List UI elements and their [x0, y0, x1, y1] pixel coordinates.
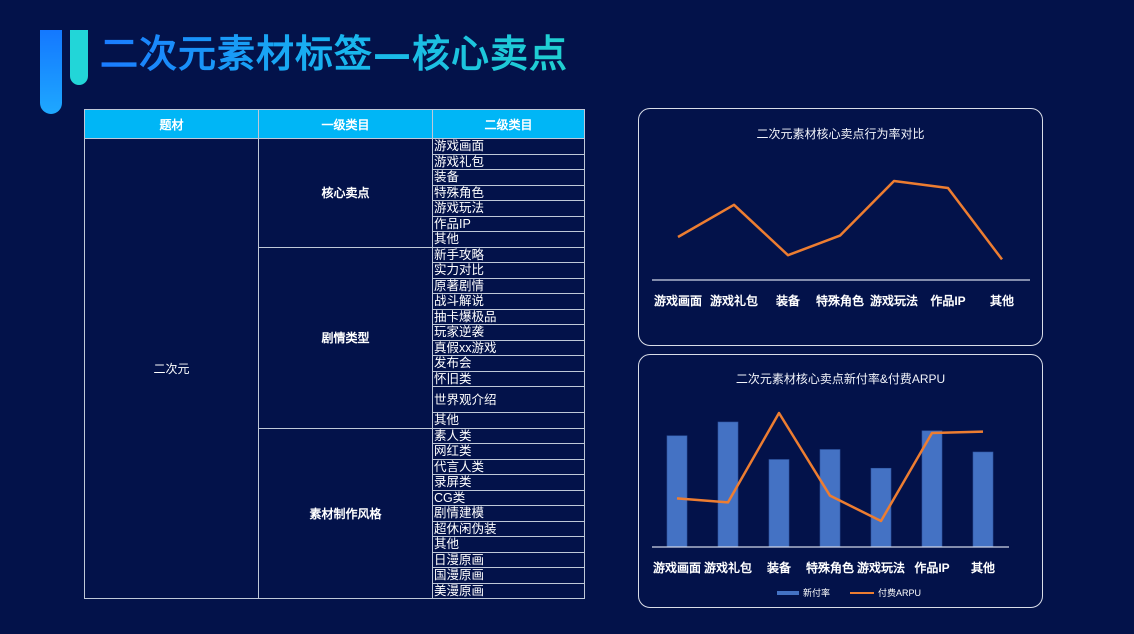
level2-cell: 怀旧类 — [432, 370, 585, 387]
header-level2: 二级类目 — [432, 109, 585, 139]
legend-line-swatch — [850, 591, 875, 594]
level2-cell: 特殊角色 — [432, 184, 585, 201]
title-accent-bar-teal — [70, 30, 88, 85]
x-axis-label: 装备 — [775, 294, 800, 308]
table-row: 其他 — [85, 536, 585, 553]
level1-cell: 剧情类型 — [258, 246, 433, 429]
table-row: 世界观介绍 — [85, 386, 585, 413]
behavior-rate-line — [677, 179, 1003, 261]
x-axis-label: 游戏画面 — [652, 561, 701, 575]
level2-cell: 实力对比 — [432, 262, 585, 279]
title-accent-bar-blue — [40, 30, 62, 114]
level2-cell: CG类 — [432, 489, 585, 506]
x-axis-label: 作品IP — [930, 294, 966, 308]
level2-cell: 游戏画面 — [432, 138, 585, 155]
level2-cell: 战斗解说 — [432, 293, 585, 310]
level2-cell: 国漫原画 — [432, 567, 585, 584]
table-row: 作品IP — [85, 215, 585, 232]
level2-cell: 游戏玩法 — [432, 200, 585, 217]
level1-cell: 核心卖点 — [258, 138, 433, 248]
level1-cell: 素材制作风格 — [258, 427, 433, 599]
x-axis-label: 游戏礼包 — [709, 294, 758, 308]
level2-cell: 原著剧情 — [432, 277, 585, 294]
level2-cell: 剧情建模 — [432, 505, 585, 522]
arpu-line — [676, 411, 984, 523]
table-row: 国漫原画 — [85, 567, 585, 584]
new-pay-rate-bar — [717, 421, 739, 548]
level2-cell: 装备 — [432, 169, 585, 186]
header-subject: 题材 — [84, 109, 259, 139]
x-axis-label: 其他 — [989, 294, 1014, 308]
behavior-rate-chart-panel: 二次元素材核心卖点行为率对比 游戏画面 游戏礼包 装备 特殊角色 游戏玩法 作品IP 其他 — [638, 108, 1043, 346]
level2-cell: 日漫原画 — [432, 551, 585, 568]
legend-bar-label: 新付率 — [803, 588, 831, 598]
level2-cell: 代言人类 — [432, 458, 585, 475]
level2-cell: 录屏类 — [432, 474, 585, 491]
level2-cell: 世界观介绍 — [432, 386, 585, 413]
level2-cell: 超休闲伪装 — [432, 520, 585, 537]
legend-line-label: 付费ARPU — [878, 588, 922, 598]
x-axis-label: 游戏玩法 — [856, 561, 905, 575]
chart2-title: 二次元素材核心卖点新付率&付费ARPU — [735, 372, 946, 386]
x-axis-label: 特殊角色 — [815, 294, 864, 308]
behavior-rate-line-chart — [652, 179, 1030, 281]
legend-bar-swatch — [777, 590, 799, 595]
subject-cell: 二次元 — [84, 138, 259, 599]
level2-cell: 网红类 — [432, 443, 585, 460]
x-axis-label: 游戏玩法 — [869, 294, 918, 308]
table-row: 真假xx游戏 — [85, 339, 585, 356]
chart1-title: 二次元素材核心卖点行为率对比 — [756, 127, 925, 141]
table-row: 素材制作风格 素人类 — [85, 427, 585, 599]
level2-cell: 素人类 — [432, 427, 585, 444]
x-axis-label: 游戏礼包 — [703, 561, 752, 575]
level2-cell: 真假xx游戏 — [432, 339, 585, 356]
x-axis-label: 作品IP — [914, 561, 950, 575]
level2-cell: 作品IP — [432, 215, 585, 232]
table-row: 剧情类型 新手攻略 — [85, 246, 585, 429]
table-row: 剧情建模 — [85, 505, 585, 522]
level2-cell: 游戏礼包 — [432, 153, 585, 170]
new-pay-rate-bar — [768, 459, 790, 548]
level2-cell: 发布会 — [432, 355, 585, 372]
x-axis-label: 特殊角色 — [805, 561, 854, 575]
level2-cell: 其他 — [432, 412, 585, 429]
payment-combo-chart — [652, 411, 1009, 548]
chart2-legend: 新付率 付费ARPU — [777, 586, 921, 599]
category-table: 题材 一级类目 二级类目 二次元 核心卖点 游戏画面 游戏礼包 装备 特殊角色 游戏玩法 作品… — [84, 109, 585, 599]
table-row: 发布会 — [85, 355, 585, 372]
page-title: 二次元素材标签—核心卖点 — [100, 32, 569, 76]
table-row: 二次元 核心卖点 游戏画面 — [84, 138, 585, 599]
level2-cell: 新手攻略 — [432, 246, 585, 263]
x-axis-label: 其他 — [970, 561, 995, 575]
new-pay-rate-bar — [666, 435, 688, 548]
level2-cell: 抽卡爆极品 — [432, 308, 585, 325]
x-axis-label: 游戏画面 — [653, 294, 702, 308]
table-row: 战斗解说 — [85, 293, 585, 310]
payment-chart-panel: 二次元素材核心卖点新付率&付费ARPU 游戏画面 游戏礼包 装备 特殊角色 游戏玩法 作品… — [638, 354, 1043, 608]
new-pay-rate-bar — [921, 430, 943, 548]
level2-cell: 其他 — [432, 536, 585, 553]
level2-cell: 玩家逆袭 — [432, 324, 585, 341]
table-row: 原著剧情 — [85, 277, 585, 294]
new-pay-rate-bar — [972, 451, 994, 548]
x-axis-label: 装备 — [766, 561, 791, 575]
table-header-row: 题材 一级类目 二级类目 — [84, 109, 585, 139]
table-row: 美漫原画 — [85, 582, 585, 599]
header-level1: 一级类目 — [258, 109, 433, 139]
level2-cell: 其他 — [432, 231, 585, 248]
level2-cell: 美漫原画 — [432, 582, 585, 599]
